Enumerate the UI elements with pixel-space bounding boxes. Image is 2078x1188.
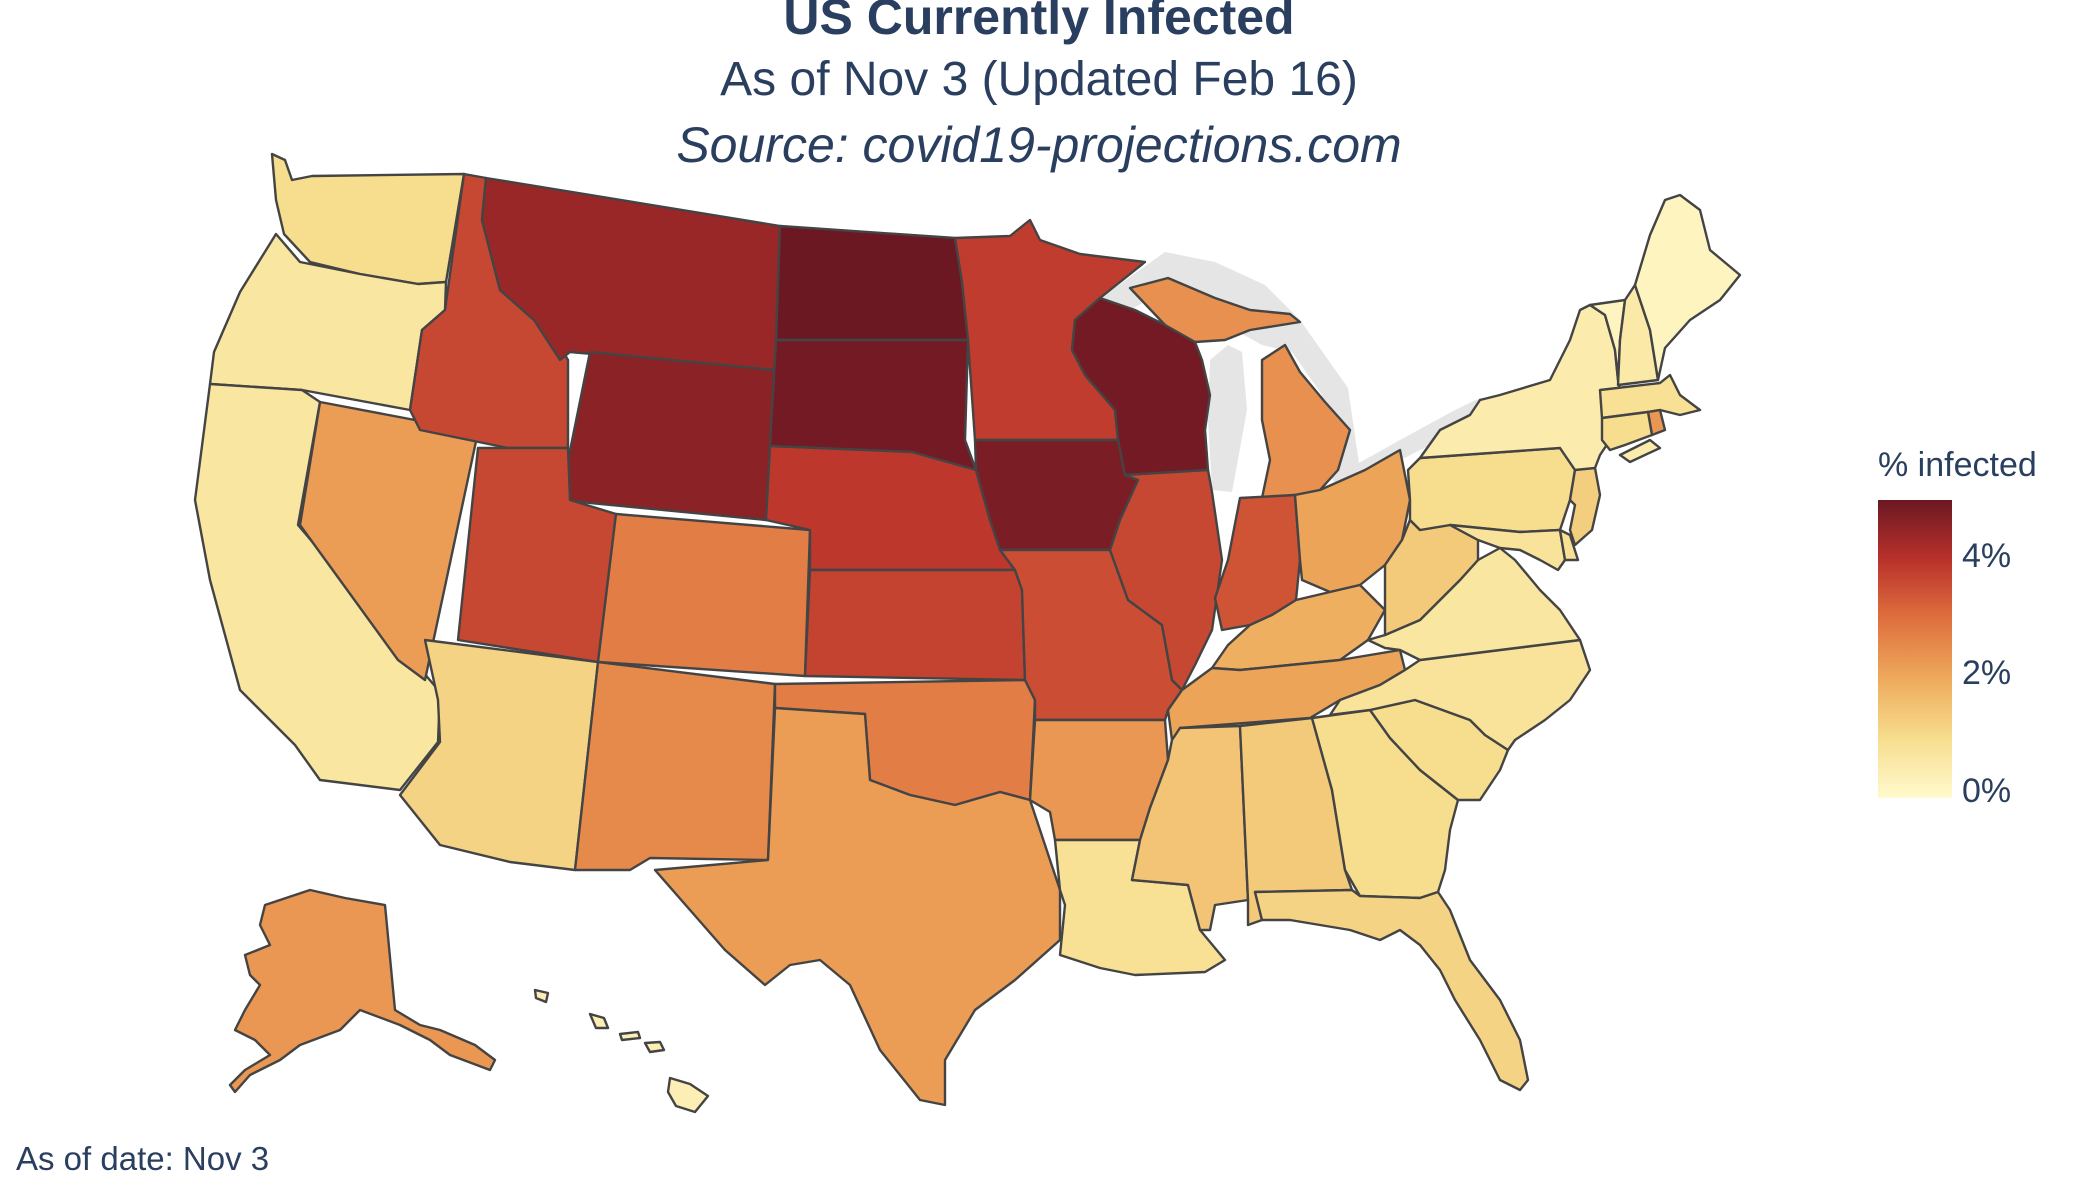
colorbar bbox=[1878, 500, 1952, 798]
map-source: Source: covid19-projections.com bbox=[676, 117, 1402, 173]
state-maine[interactable] bbox=[1633, 193, 1742, 382]
state-delaware[interactable] bbox=[1558, 528, 1580, 562]
map-subtitle: As of Nov 3 (Updated Feb 16) bbox=[720, 53, 1358, 106]
state-maryland[interactable] bbox=[1448, 523, 1567, 572]
state-alaska[interactable] bbox=[228, 888, 497, 1094]
state-michigan[interactable] bbox=[1128, 276, 1352, 500]
state-north-carolina[interactable] bbox=[1328, 638, 1592, 752]
state-illinois[interactable] bbox=[1108, 468, 1224, 692]
state-texas[interactable] bbox=[653, 706, 1062, 1107]
state-kansas[interactable] bbox=[803, 568, 1027, 682]
state-new-jersey[interactable] bbox=[1568, 458, 1602, 547]
colorbar-title: % infected bbox=[1878, 446, 2037, 484]
map-title: US Currently Infected bbox=[783, 0, 1295, 45]
state-arizona[interactable] bbox=[398, 638, 600, 872]
colorbar-tick: 0% bbox=[1962, 772, 2012, 810]
colorbar-tick: 2% bbox=[1962, 654, 2012, 692]
as-of-date-label: As of date: Nov 3 bbox=[16, 1140, 270, 1177]
state-iowa[interactable] bbox=[973, 438, 1140, 552]
state-new-mexico[interactable] bbox=[573, 660, 777, 872]
state-north-dakota[interactable] bbox=[774, 224, 970, 342]
state-hawaii[interactable] bbox=[533, 988, 710, 1114]
state-connecticut[interactable] bbox=[1600, 410, 1654, 452]
state-florida[interactable] bbox=[1253, 888, 1530, 1092]
state-wisconsin[interactable] bbox=[1070, 296, 1212, 477]
state-pennsylvania[interactable] bbox=[1406, 446, 1577, 534]
state-wyoming[interactable] bbox=[558, 350, 777, 522]
colorbar-tick: 4% bbox=[1962, 537, 2012, 575]
state-colorado[interactable] bbox=[596, 512, 812, 678]
